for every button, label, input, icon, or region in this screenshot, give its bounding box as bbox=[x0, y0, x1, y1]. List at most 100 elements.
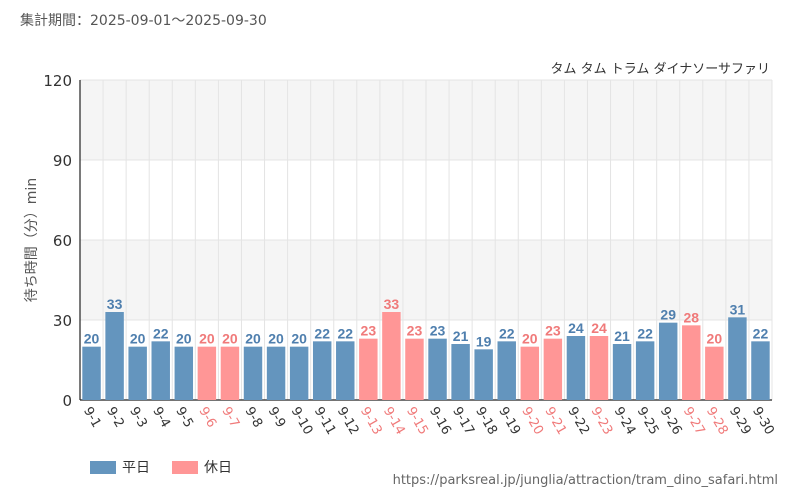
bar bbox=[197, 346, 217, 400]
x-tick-label: 9-25 bbox=[634, 405, 662, 438]
period-label: 集計期間：2025-09-01～2025-09-30 bbox=[20, 13, 267, 29]
x-tick-label: 9-11 bbox=[311, 405, 339, 438]
x-tick-label: 9-1 bbox=[80, 405, 104, 431]
bar bbox=[336, 341, 355, 400]
bar bbox=[566, 336, 586, 400]
legend-swatch-weekday bbox=[90, 460, 116, 474]
bar bbox=[728, 317, 747, 400]
bar bbox=[82, 346, 101, 400]
bar-value-label: 20 bbox=[268, 331, 284, 347]
y-tick-label: 60 bbox=[53, 232, 72, 250]
bar-value-label: 20 bbox=[130, 331, 146, 347]
bar bbox=[658, 322, 678, 400]
x-tick-label: 9-24 bbox=[611, 405, 639, 438]
bar bbox=[589, 336, 609, 400]
x-tick-label: 9-23 bbox=[588, 405, 616, 438]
bar-value-label: 20 bbox=[522, 331, 538, 347]
x-tick-label: 9-6 bbox=[195, 405, 219, 431]
bar-value-label: 24 bbox=[568, 320, 584, 336]
bar bbox=[543, 338, 563, 400]
legend: 平日 休日 bbox=[90, 457, 232, 477]
bar bbox=[751, 341, 770, 400]
y-axis-label: 待ち時間（分）min bbox=[24, 178, 40, 302]
x-tick-label: 9-3 bbox=[126, 405, 150, 431]
x-tick-label: 9-28 bbox=[703, 405, 731, 438]
bar-value-label: 23 bbox=[430, 323, 446, 339]
y-tick-label: 120 bbox=[43, 72, 72, 90]
x-tick-label: 9-30 bbox=[749, 405, 777, 438]
x-tick-label: 9-19 bbox=[495, 405, 523, 438]
x-tick-label: 9-5 bbox=[172, 405, 196, 431]
bar-value-label: 20 bbox=[176, 331, 192, 347]
bar bbox=[612, 344, 632, 400]
bar bbox=[474, 349, 493, 400]
bar-value-label: 22 bbox=[637, 325, 653, 341]
bar bbox=[151, 341, 170, 400]
x-tick-label: 9-12 bbox=[334, 405, 362, 438]
x-tick-label: 9-17 bbox=[449, 405, 477, 438]
y-tick-label: 30 bbox=[53, 312, 72, 330]
bar-value-label: 20 bbox=[245, 331, 261, 347]
bar-value-label: 20 bbox=[291, 331, 307, 347]
source-url: https://parksreal.jp/junglia/attraction/… bbox=[392, 473, 778, 488]
x-tick-label: 9-16 bbox=[426, 405, 454, 438]
x-tick-label: 9-18 bbox=[472, 405, 500, 438]
bar-value-label: 22 bbox=[499, 325, 515, 341]
y-tick-label: 90 bbox=[53, 152, 72, 170]
x-tick-label: 9-26 bbox=[657, 405, 685, 438]
x-tick-label: 9-10 bbox=[288, 405, 316, 438]
bar-value-label: 33 bbox=[107, 296, 123, 312]
bar bbox=[312, 341, 332, 400]
bar bbox=[451, 344, 470, 400]
bar bbox=[497, 341, 516, 400]
bar-value-label: 22 bbox=[314, 325, 330, 341]
x-tick-label: 9-14 bbox=[380, 405, 408, 438]
bar-value-label: 29 bbox=[660, 307, 676, 323]
bar-value-label: 20 bbox=[84, 331, 100, 347]
x-tick-label: 9-7 bbox=[218, 405, 242, 431]
x-tick-label: 9-22 bbox=[564, 405, 592, 438]
bar-value-label: 22 bbox=[337, 325, 353, 341]
bar bbox=[382, 312, 401, 400]
bar-value-label: 28 bbox=[683, 309, 699, 325]
bar bbox=[174, 346, 194, 400]
bar-value-label: 21 bbox=[614, 328, 630, 344]
legend-weekday: 平日 bbox=[90, 457, 150, 477]
legend-label-holiday: 休日 bbox=[204, 460, 232, 476]
bar bbox=[289, 346, 309, 400]
bar-value-label: 20 bbox=[199, 331, 215, 347]
bar bbox=[635, 341, 655, 400]
bar bbox=[520, 346, 540, 400]
bar bbox=[105, 312, 124, 400]
bar bbox=[428, 338, 447, 400]
x-tick-label: 9-29 bbox=[726, 405, 754, 438]
bar-value-label: 31 bbox=[730, 301, 746, 317]
bar-value-label: 20 bbox=[222, 331, 238, 347]
bar-value-label: 21 bbox=[453, 328, 469, 344]
x-tick-label: 9-13 bbox=[357, 405, 385, 438]
x-tick-label: 9-27 bbox=[680, 405, 708, 438]
x-tick-label: 9-4 bbox=[149, 405, 173, 431]
x-tick-label: 9-2 bbox=[103, 405, 127, 431]
bar bbox=[359, 338, 378, 400]
x-tick-label: 9-15 bbox=[403, 405, 431, 438]
bar-value-label: 22 bbox=[153, 325, 169, 341]
bar-value-label: 20 bbox=[707, 331, 723, 347]
bar-value-label: 23 bbox=[545, 323, 561, 339]
legend-label-weekday: 平日 bbox=[122, 460, 150, 476]
bar-value-label: 33 bbox=[384, 296, 400, 312]
bar bbox=[682, 325, 701, 400]
bar bbox=[266, 346, 286, 400]
bar-value-label: 24 bbox=[591, 320, 607, 336]
x-tick-label: 9-21 bbox=[541, 405, 569, 438]
x-tick-label: 9-9 bbox=[265, 405, 289, 431]
bar bbox=[705, 346, 724, 400]
bar-value-label: 23 bbox=[407, 323, 423, 339]
bar bbox=[243, 346, 263, 400]
chart-title: タム タム トラム ダイナソーサファリ bbox=[550, 62, 771, 77]
bar-value-label: 23 bbox=[361, 323, 377, 339]
x-tick-label: 9-8 bbox=[242, 405, 266, 431]
y-tick-label: 0 bbox=[62, 392, 72, 410]
legend-swatch-holiday bbox=[172, 460, 198, 474]
